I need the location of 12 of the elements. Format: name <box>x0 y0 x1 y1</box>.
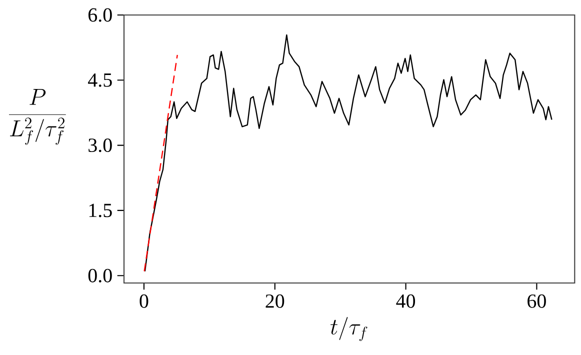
y-tick-label: 0.0 <box>88 268 112 282</box>
y-tick-label: 6.0 <box>88 8 112 22</box>
x-tick-label: 0 <box>140 294 148 308</box>
x-tick-label: 60 <box>528 294 546 308</box>
x-axis-title: $t/\tau_f$ <box>330 317 368 342</box>
y-tick-label: 4.5 <box>88 73 112 87</box>
y-axis-title: $\frac{P}{L_f^2/\tau_f^2}$ <box>8 89 66 145</box>
x-tick-label: 20 <box>266 294 284 308</box>
y-tick-label: 3.0 <box>88 138 112 152</box>
line-series <box>144 34 552 272</box>
x-tick-label: 40 <box>396 294 416 308</box>
y-tick-label: 1.5 <box>89 204 112 218</box>
